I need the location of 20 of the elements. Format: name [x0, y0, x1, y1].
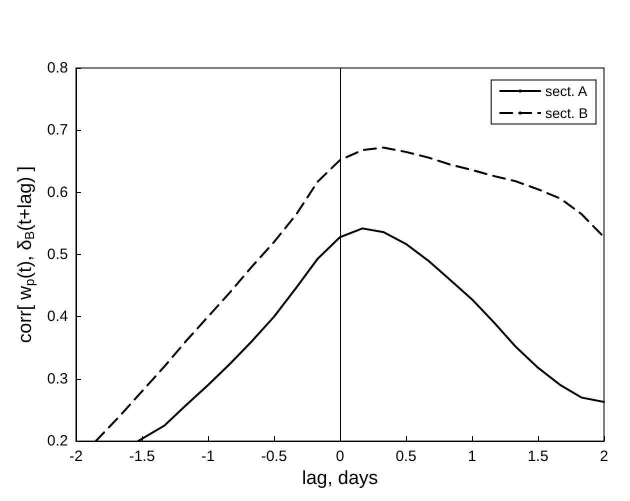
y-tick-label: 0.2	[47, 432, 68, 450]
x-axis-title: lag, days	[302, 468, 378, 489]
y-tick-label: 0.4	[47, 308, 68, 326]
x-tick-label: -1	[201, 448, 215, 466]
y-tick-label: 0.7	[47, 122, 68, 139]
y-tick-label: 0.6	[47, 184, 68, 201]
y-tick-label: 0.8	[47, 60, 68, 76]
x-tick-label: 1	[468, 448, 476, 466]
x-tick-label: 2	[600, 448, 608, 466]
x-tick-label: 0	[336, 448, 344, 466]
x-tick-label: 1.5	[528, 448, 548, 466]
y-tick-label: 0.5	[47, 246, 68, 264]
x-tick-label: -0.5	[261, 448, 287, 466]
x-tick-label: 0.5	[396, 448, 416, 466]
legend-label: sect. B	[545, 105, 588, 121]
x-tick-label: -1.5	[129, 448, 155, 466]
x-tick-label: -2	[69, 448, 83, 466]
legend-label: sect. A	[545, 83, 588, 99]
y-axis-title: corr[ wp(t), δB(t+lag) ]	[15, 166, 37, 344]
y-tick-label: 0.3	[47, 370, 68, 388]
